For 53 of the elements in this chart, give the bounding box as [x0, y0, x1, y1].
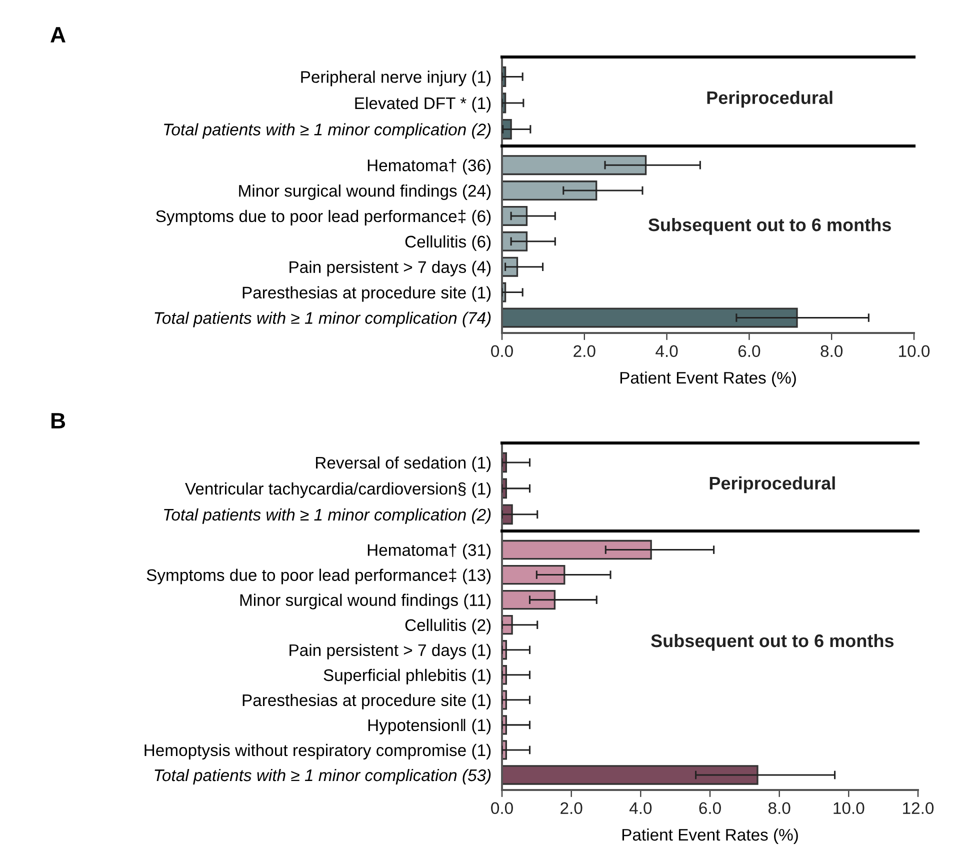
x-tick-label: 12.0 [903, 802, 934, 814]
x-tick-label: 6.0 [699, 802, 721, 814]
y-tick-label: Hemoptysis without respiratory compromise (1) [144, 744, 491, 760]
x-tick-label: 4.0 [656, 345, 678, 358]
x-tick-label: 6.0 [738, 345, 760, 358]
y-tick-label: Hematoma† (31) [368, 544, 491, 560]
y-tick-label: Paresthesias at procedure site (1) [242, 286, 491, 302]
y-tick-label: Cellulitis (6) [405, 235, 491, 251]
bar [502, 540, 652, 560]
annotation: Subsequent out to 6 months [651, 634, 894, 651]
y-tick-label: Minor surgical wound findings (11) [240, 594, 491, 610]
y-tick-label: Cellulitis (2) [405, 618, 491, 634]
annotation: Subsequent out to 6 months [648, 218, 891, 235]
y-tick-label: Total patients with ≥ 1 minor complication (2) [164, 123, 491, 139]
y-tick-label: Pain persistent > 7 days (1) [290, 644, 491, 660]
bar [502, 231, 528, 252]
y-tick-label: Total patients with ≥ 1 minor complication (53) [154, 768, 491, 784]
bar [502, 206, 528, 226]
x-tick-label: 8.0 [820, 345, 843, 358]
y-tick-label: Total patients with ≥ 1 minor complication (2) [164, 508, 491, 524]
x-tick-label: 10.0 [899, 345, 930, 358]
bar [502, 765, 758, 785]
x-tick-label: 0.0 [491, 802, 513, 814]
y-tick-label: Hematoma† (36) [368, 159, 491, 175]
text: B [51, 413, 66, 428]
x-tick-label: 2.0 [560, 802, 582, 814]
bar [502, 155, 647, 176]
y-tick-label: Superficial phlebitis (1) [324, 668, 491, 684]
x-tick-label: 10.0 [834, 802, 864, 814]
y-tick-label: Elevated DFT * (1) [355, 96, 491, 112]
y-tick-label: Total patients with ≥ 1 minor complication (74) [154, 312, 491, 328]
text: A [50, 27, 66, 42]
y-tick-label: Symptoms due to poor lead performance‡ (13) [146, 568, 491, 584]
bar [502, 564, 566, 585]
x-axis-title: Patient Event Rates (%) [620, 371, 796, 387]
y-tick-label: Symptoms due to poor lead performance‡ (6) [156, 210, 491, 226]
y-tick-label: Hypotension‖ (1) [368, 718, 491, 734]
x-tick-label: 2.0 [574, 345, 596, 358]
x-tick-label: 0.0 [491, 345, 513, 358]
bar [502, 308, 798, 328]
x-tick-label: 8.0 [768, 802, 790, 814]
y-tick-label: Minor surgical wound findings (24) [239, 184, 491, 200]
y-tick-label: Ventricular tachycardia/cardioversion§ (1) [185, 482, 491, 498]
y-tick-label: Peripheral nerve injury (1) [301, 70, 491, 86]
x-axis-title: Patient Event Rates (%) [622, 828, 798, 844]
x-tick-label: 4.0 [629, 802, 652, 814]
annotation: Periprocedural [707, 90, 832, 108]
bar [502, 180, 598, 201]
y-tick-label: Paresthesias at procedure site (1) [242, 694, 491, 710]
annotation: Periprocedural [710, 476, 835, 494]
y-tick-label: Pain persistent > 7 days (4) [290, 260, 491, 276]
bar [502, 590, 556, 610]
y-tick-label: Reversal of sedation (1) [316, 456, 491, 472]
